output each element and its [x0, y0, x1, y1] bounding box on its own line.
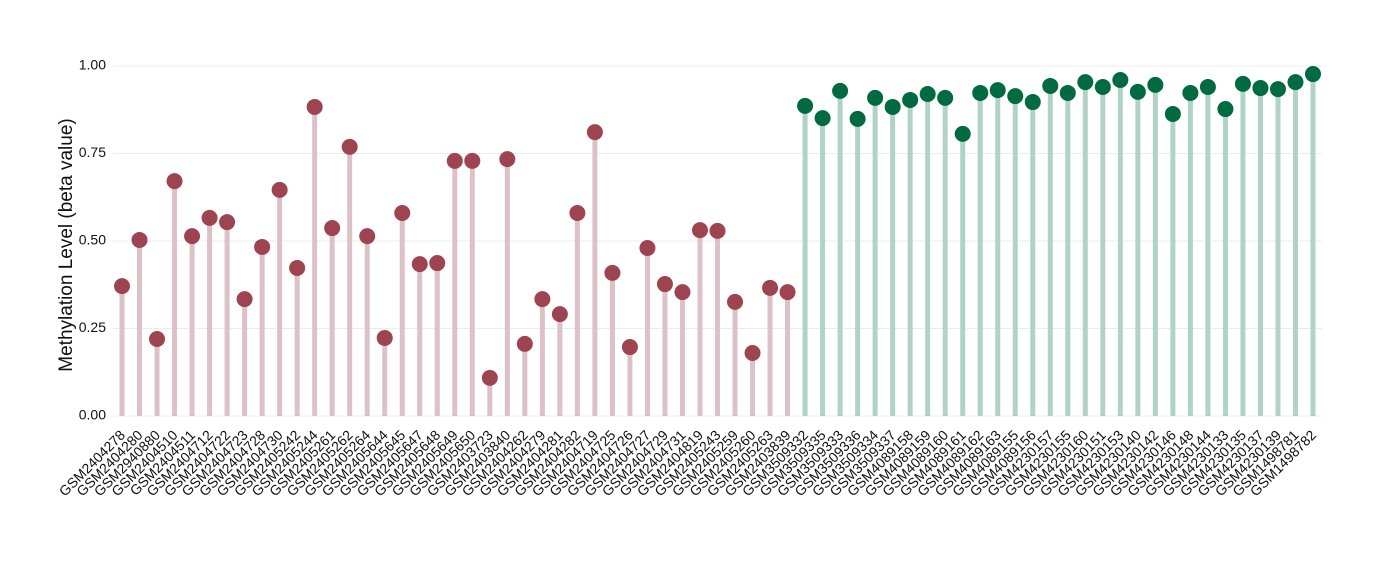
dot [639, 240, 656, 256]
y-tick-label: 0.00 [79, 407, 106, 423]
dot [359, 228, 376, 245]
y-tick-label: 0.25 [79, 319, 106, 335]
dot [762, 279, 779, 296]
dot [989, 82, 1006, 99]
dot [464, 152, 481, 169]
dot [1182, 84, 1199, 101]
dot [131, 231, 148, 248]
dot [814, 110, 831, 127]
dot [201, 209, 218, 226]
dot [1077, 74, 1094, 91]
dot [586, 124, 603, 141]
dot [1042, 77, 1059, 94]
dot [1287, 74, 1304, 91]
dot [184, 228, 201, 245]
dot [797, 97, 814, 114]
dot [954, 125, 971, 142]
dot [972, 84, 989, 101]
dot [149, 331, 166, 347]
dot [1059, 84, 1076, 101]
y-tick-label: 0.50 [79, 232, 106, 248]
dot [341, 138, 358, 155]
dot [1305, 66, 1321, 83]
dot [656, 276, 673, 293]
dot [569, 205, 586, 221]
dot [779, 284, 796, 301]
dot [219, 214, 236, 231]
dot [1147, 76, 1164, 93]
dot [516, 335, 533, 352]
dot [1094, 79, 1111, 95]
dot [691, 222, 708, 239]
dot [849, 110, 866, 127]
dot [429, 255, 446, 272]
dot [1269, 81, 1286, 98]
dot [674, 284, 691, 301]
dot [884, 98, 901, 115]
dot [499, 151, 516, 168]
dot [446, 152, 463, 169]
y-tick-label: 1.00 [79, 57, 106, 73]
dot [1112, 72, 1129, 88]
dot [114, 278, 130, 295]
dot [376, 329, 393, 346]
dot [621, 339, 638, 356]
dot [534, 291, 551, 308]
dot [937, 89, 954, 106]
dot [306, 98, 323, 115]
dot [166, 173, 183, 190]
dot [709, 222, 726, 239]
dot [394, 205, 411, 221]
y-axis-title: Methylation Level (beta value) [56, 118, 77, 371]
dot [1234, 75, 1251, 92]
dot [1007, 88, 1024, 105]
dot [254, 238, 271, 255]
dot [902, 91, 919, 108]
dot [411, 256, 428, 273]
dot [481, 369, 498, 386]
dot [551, 306, 568, 323]
dot [1164, 105, 1181, 122]
dot [867, 89, 884, 106]
dot [289, 259, 306, 276]
dot [1252, 80, 1269, 97]
dot [236, 291, 253, 308]
dot [324, 220, 341, 237]
dot [1024, 94, 1041, 111]
dot [832, 82, 849, 99]
y-tick-label: 0.75 [79, 144, 106, 160]
dot [1199, 79, 1216, 95]
dot [271, 181, 288, 198]
dot [1129, 83, 1146, 100]
dot [1217, 101, 1234, 118]
dot [727, 293, 744, 310]
dot [604, 264, 621, 281]
dot [744, 345, 761, 361]
dot [919, 86, 936, 102]
